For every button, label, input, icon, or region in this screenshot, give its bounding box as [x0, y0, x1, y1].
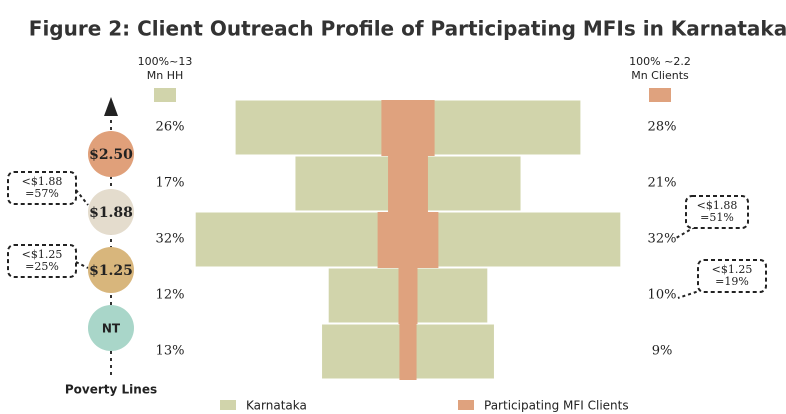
- header-swatch: [154, 88, 176, 102]
- value-label: 21%: [648, 176, 677, 191]
- inner-bar: [377, 212, 439, 268]
- connector: [675, 223, 701, 239]
- value-label: 9%: [652, 344, 673, 359]
- callout-text: =19%: [715, 275, 749, 288]
- value-label: 13%: [156, 344, 185, 359]
- value-label: 12%: [156, 288, 185, 303]
- callout-text: <$1.25: [712, 263, 753, 276]
- poverty-line-label: NT: [102, 322, 121, 336]
- callout-box: [685, 195, 749, 229]
- connector: [75, 261, 89, 269]
- value-label: 26%: [156, 120, 185, 135]
- header-swatch: [649, 88, 671, 102]
- value-label: 17%: [156, 176, 185, 191]
- poverty-line-label: $2.50: [89, 147, 133, 163]
- poverty-line-marker: [88, 305, 134, 351]
- series-header: 100%~13: [138, 55, 193, 68]
- legend-label: Karnataka: [246, 399, 307, 413]
- value-label: 10%: [648, 288, 677, 303]
- callout-text: <$1.25: [22, 248, 63, 261]
- series-header: 100% ~2.2: [629, 55, 691, 68]
- connector: [677, 287, 709, 299]
- value-label: 32%: [156, 232, 185, 247]
- chart-title: Figure 2: Client Outreach Profile of Par…: [29, 17, 786, 41]
- callout-text: <$1.88: [697, 199, 738, 212]
- callout-text: <$1.88: [22, 175, 63, 188]
- legend-swatch: [458, 400, 474, 410]
- callout-box: [7, 244, 77, 278]
- arrow: [104, 97, 118, 116]
- series-header: Mn Clients: [631, 69, 689, 82]
- poverty-line-marker: [88, 189, 134, 235]
- callout-text: =25%: [25, 260, 59, 273]
- value-label: 32%: [648, 232, 677, 247]
- inner-bar: [398, 268, 418, 324]
- poverty-line-marker: [88, 131, 134, 177]
- poverty-line-marker: [88, 247, 134, 293]
- axis-title: Poverty Lines: [65, 383, 157, 397]
- value-label: 28%: [648, 120, 677, 135]
- inner-bar: [381, 100, 435, 156]
- legend-label: Participating MFI Clients: [484, 399, 629, 413]
- callout-text: =51%: [700, 211, 734, 224]
- series-header: Mn HH: [147, 69, 184, 82]
- inner-bar: [399, 324, 417, 380]
- callout-text: =57%: [25, 187, 59, 200]
- connector: [75, 189, 89, 206]
- poverty-line-label: $1.88: [89, 205, 133, 221]
- legend-swatch: [220, 400, 236, 410]
- poverty-line-label: $1.25: [89, 263, 133, 279]
- callout-box: [697, 259, 767, 293]
- inner-bar: [388, 156, 428, 212]
- callout-box: [7, 171, 77, 205]
